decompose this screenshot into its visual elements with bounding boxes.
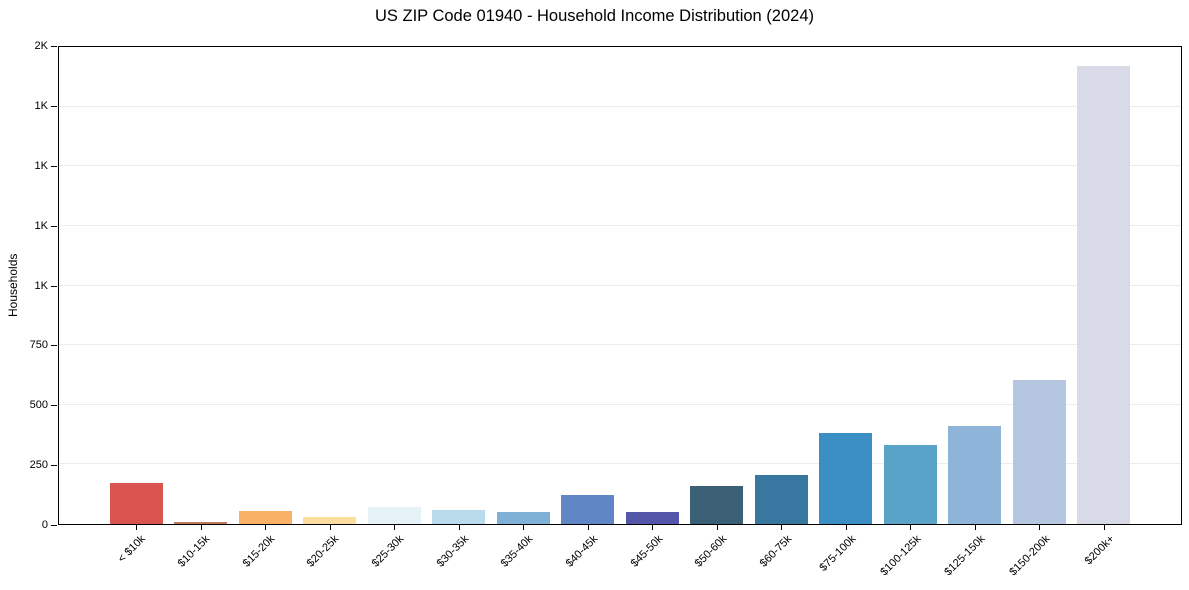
y-tick-label: 1K: [34, 219, 48, 232]
bar-band: [814, 47, 879, 530]
y-tick-label: 1K: [34, 279, 48, 292]
x-axis-tick-mark: [394, 525, 396, 530]
y-tick-label: 750: [29, 339, 48, 352]
x-tick-label-text: $50-60k: [692, 533, 730, 570]
x-tick-label-text: $30-35k: [434, 533, 471, 570]
bar-150-200k: [1012, 379, 1066, 524]
x-tick-label-text: $100-125k: [878, 533, 924, 579]
x-axis-tick-mark: [329, 525, 331, 530]
x-tick-label-text: $25-30k: [369, 533, 407, 570]
y-tick-label: 2K: [34, 40, 48, 52]
y-axis-tick-mark: [51, 285, 57, 287]
y-axis-tick-mark: [51, 105, 57, 107]
bar-200k: [1077, 66, 1131, 524]
bar-125-150k: [948, 426, 1002, 524]
bar-30-35k: [432, 510, 486, 524]
x-tick-label-text: $10-15k: [175, 533, 213, 570]
x-tick-label-text: $40-45k: [563, 533, 601, 570]
bar-band: [620, 47, 685, 530]
x-axis-tick-mark: [1103, 525, 1105, 530]
x-tick-label-text: $20-25k: [305, 533, 342, 570]
gridline-500: [59, 403, 1181, 405]
bar-50-60k: [690, 485, 744, 524]
x-axis-tick-mark: [523, 525, 525, 530]
plot-area: [58, 46, 1182, 530]
x-axis-tick-mark: [974, 525, 976, 530]
bar-band: [298, 47, 363, 530]
bar-20-25k: [303, 516, 357, 524]
bar-band: [556, 47, 621, 530]
bar-band: [685, 47, 750, 530]
bar-band: [1072, 47, 1137, 530]
x-axis-tick-mark: [845, 525, 847, 530]
y-axis-tick-mark: [51, 465, 57, 467]
x-tick-label-text: $15-20k: [240, 533, 278, 570]
bar-75-100k: [819, 433, 873, 524]
x-axis-tick-mark: [781, 525, 783, 530]
x-axis-tick-mark: [652, 525, 654, 530]
y-axis-tick-mark: [51, 165, 57, 167]
x-axis-tick-mark: [458, 525, 460, 530]
chart-title: US ZIP Code 01940 - Household Income Dis…: [374, 7, 814, 25]
y-tick-label: 1K: [34, 99, 48, 112]
y-axis-tick-mark: [51, 225, 57, 227]
x-axis-tick-mark: [716, 525, 718, 530]
bar-35-40k: [496, 512, 550, 524]
bar-25-30k: [367, 507, 421, 524]
bar-10-15k: [174, 521, 228, 524]
bar-15-20k: [238, 510, 292, 524]
bar-45-50k: [625, 512, 679, 524]
gridline-1000: [59, 284, 1181, 286]
x-tick-label-text: $45-50k: [628, 533, 665, 570]
bar-band: [878, 47, 943, 530]
x-axis-tick-mark: [136, 525, 138, 530]
y-tick-label: 0: [41, 519, 48, 531]
bar-band: [233, 47, 298, 530]
x-axis-tick-mark: [910, 525, 912, 530]
bar-band: [749, 47, 814, 530]
x-tick-label-text: $125-150k: [942, 533, 988, 579]
x-tick-label-text: $75-100k: [817, 533, 859, 574]
y-axis-tick-mark: [51, 345, 57, 347]
bar-60-75k: [754, 475, 808, 524]
bar-band: [427, 47, 492, 530]
bar-band: [104, 47, 169, 530]
y-tick-label: 1K: [34, 159, 48, 172]
bar-band: [491, 47, 556, 530]
bar-10k: [109, 483, 163, 524]
y-tick-label: 500: [29, 399, 48, 412]
x-tick-label-text: $60-75k: [757, 533, 795, 570]
y-axis-tick-mark: [51, 405, 57, 407]
bar-100-125k: [883, 445, 937, 524]
y-axis-tick-mark: [51, 46, 57, 47]
x-tick-label-text: $35-40k: [498, 533, 536, 570]
y-axis-tick-mark: [51, 525, 57, 526]
x-axis-tick-mark: [587, 525, 589, 530]
x-axis-tick-mark: [1039, 525, 1041, 530]
bar-band: [1007, 47, 1072, 530]
bar-band: [362, 47, 427, 530]
x-axis-tick-mark: [200, 525, 202, 530]
bars-container: [59, 47, 1181, 530]
x-tick-label-text: $150-200k: [1007, 533, 1053, 579]
gridline-1250: [59, 224, 1181, 226]
gridline-750: [59, 344, 1181, 346]
bar-40-45k: [561, 495, 615, 524]
bar-band: [943, 47, 1008, 530]
gridline-1750: [59, 105, 1181, 107]
gridline-250: [59, 463, 1181, 465]
gridline-1500: [59, 165, 1181, 167]
bar-band: [169, 47, 234, 530]
x-tick-label-text: $200k+: [1082, 533, 1118, 568]
x-axis-tick-mark: [265, 525, 267, 530]
x-tick-label-text: < $10k: [115, 533, 148, 566]
y-tick-label: 250: [29, 459, 48, 472]
